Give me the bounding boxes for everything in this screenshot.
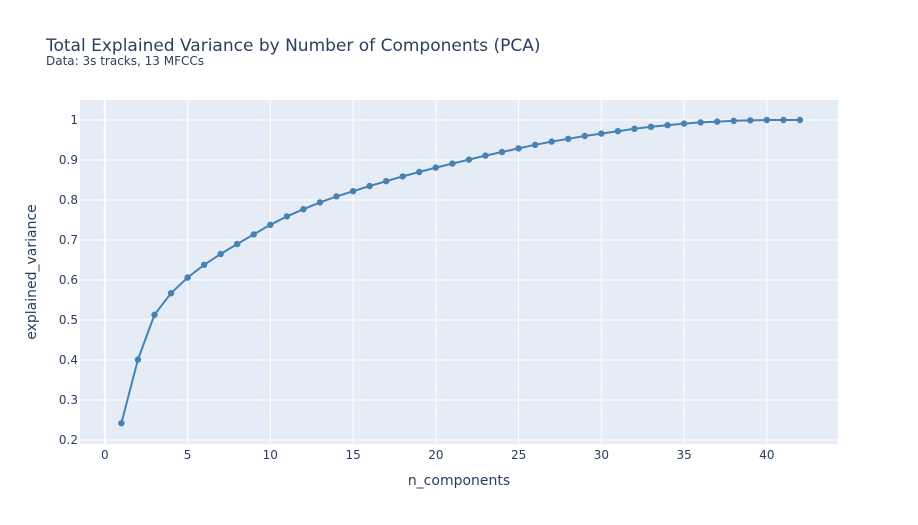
data-point	[548, 138, 555, 145]
y-tick-label: 0.2	[59, 433, 78, 447]
x-tick-label: 0	[101, 448, 109, 462]
y-tick-labels: 0.2 0.3 0.4 0.5 0.6 0.7 0.8 0.9 1	[59, 113, 78, 447]
data-point	[283, 213, 291, 220]
data-point	[565, 135, 572, 142]
data-point	[167, 290, 175, 297]
data-point	[333, 193, 340, 200]
data-point	[267, 221, 274, 228]
data-point	[730, 117, 737, 125]
data-point	[184, 274, 191, 281]
y-tick-label: 0.3	[59, 393, 78, 407]
data-point	[498, 148, 506, 156]
y-tick-label: 0.6	[59, 273, 78, 287]
data-point	[416, 168, 423, 176]
x-tick-label: 30	[594, 448, 609, 462]
data-point	[134, 356, 142, 363]
y-tick-label: 0.8	[59, 193, 78, 207]
data-point	[366, 182, 373, 190]
data-point	[747, 117, 754, 124]
data-point	[217, 250, 224, 258]
data-point	[151, 311, 158, 318]
x-tick-label: 5	[184, 448, 192, 462]
data-point	[234, 240, 241, 248]
data-point	[349, 188, 357, 195]
grid-lines	[80, 100, 838, 444]
data-point	[680, 120, 688, 127]
data-point	[713, 118, 721, 125]
chart-title: Total Explained Variance by Number of Co…	[45, 36, 541, 56]
plot-background	[80, 100, 838, 444]
y-axis-title: explained_variance	[24, 204, 40, 340]
x-tick-label: 20	[428, 448, 443, 462]
series-markers	[118, 116, 804, 427]
data-point	[763, 116, 771, 124]
data-point	[515, 145, 522, 152]
x-tick-labels: 0 5 10 15 20 25 30 35 40	[101, 448, 774, 462]
y-tick-label: 1	[70, 113, 78, 127]
data-point	[449, 160, 456, 167]
y-tick-label: 0.5	[59, 313, 78, 327]
data-point	[697, 119, 704, 126]
y-tick-label: 0.9	[59, 153, 78, 167]
x-axis-title: n_components	[408, 473, 510, 489]
data-point	[647, 123, 655, 130]
x-tick-label: 10	[263, 448, 278, 462]
data-point	[664, 122, 671, 129]
data-point	[432, 164, 440, 171]
data-point	[780, 116, 787, 124]
data-point	[465, 156, 473, 163]
x-tick-label: 35	[676, 448, 691, 462]
x-tick-label: 25	[511, 448, 526, 462]
data-point	[382, 178, 390, 185]
data-point	[300, 206, 307, 213]
data-point	[250, 231, 257, 238]
data-point	[200, 261, 208, 268]
data-point	[796, 116, 804, 124]
data-point	[316, 199, 324, 206]
data-point	[118, 420, 125, 427]
x-tick-label: 15	[345, 448, 360, 462]
data-point	[399, 173, 406, 180]
data-point	[581, 132, 588, 140]
data-point	[614, 128, 622, 135]
data-point	[531, 141, 539, 148]
y-tick-label: 0.7	[59, 233, 78, 247]
data-point	[598, 130, 605, 137]
y-tick-label: 0.4	[59, 353, 78, 367]
data-point	[631, 125, 638, 132]
chart-subtitle: Data: 3s tracks, 13 MFCCs	[46, 54, 204, 68]
data-point	[482, 152, 489, 159]
x-tick-label: 40	[759, 448, 774, 462]
